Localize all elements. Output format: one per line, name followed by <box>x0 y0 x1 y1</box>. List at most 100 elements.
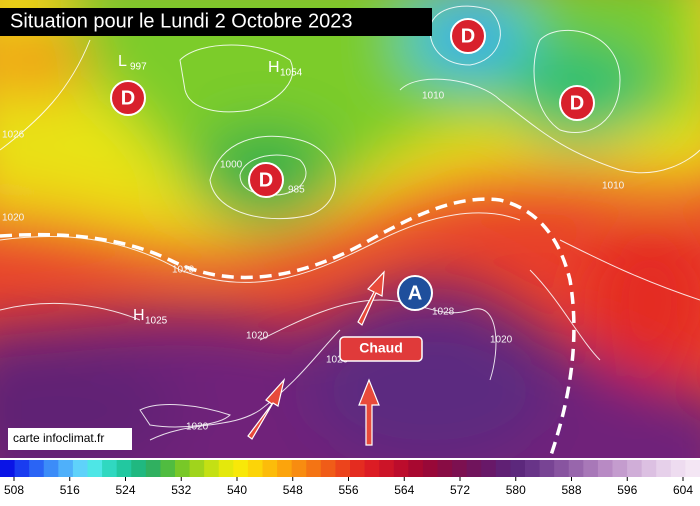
colorbar-swatch <box>0 460 16 477</box>
isobar-label: 1010 <box>602 181 625 192</box>
isobar-label: 1028 <box>432 307 455 318</box>
colorbar-swatch <box>218 460 234 477</box>
isobar-label: 1020 <box>172 265 195 276</box>
colorbar-swatch <box>539 460 555 477</box>
colorbar-swatch <box>612 460 628 477</box>
pressure-center-label: A <box>408 282 422 304</box>
colorbar-swatch <box>627 460 643 477</box>
isobar-label: 985 <box>288 185 305 196</box>
colorbar-swatch <box>422 460 438 477</box>
colorbar-swatch <box>29 460 45 477</box>
colorbar-swatch <box>393 460 409 477</box>
colorbar-swatch <box>189 460 205 477</box>
extremum-letter: H <box>133 307 145 324</box>
colorbar-swatch <box>58 460 74 477</box>
pressure-center-label: D <box>461 25 475 47</box>
colorbar-tick-label: 532 <box>171 483 191 497</box>
colorbar-swatch <box>277 460 293 477</box>
colorbar-swatch <box>291 460 307 477</box>
colorbar-tick-label: 588 <box>561 483 581 497</box>
warm-arrows <box>247 270 385 446</box>
isobar-label: 1026 <box>2 130 25 141</box>
colorbar-swatch <box>87 460 103 477</box>
colorbar-swatch <box>525 460 541 477</box>
colorbar-tick-label: 540 <box>227 483 247 497</box>
colorbar-swatch <box>554 460 570 477</box>
isobar-label: 1020 <box>326 355 349 366</box>
pressure-center-label: D <box>121 87 135 109</box>
colorbar-tick-label: 516 <box>60 483 80 497</box>
pressure-center-marker <box>110 80 146 116</box>
annotation: Chaud <box>359 340 403 356</box>
colorbar-swatch <box>452 460 468 477</box>
isobar-label: 1020 <box>186 422 209 433</box>
colorbar-swatch <box>306 460 322 477</box>
title: Situation pour le Lundi 2 Octobre 2023 <box>10 10 352 32</box>
isobar-label: 1020 <box>246 331 269 342</box>
isobar-label: 1000 <box>220 160 243 171</box>
colorbar-swatch <box>350 460 366 477</box>
extremum-letter: H <box>268 59 280 76</box>
colorbar-swatch <box>656 460 672 477</box>
pressure-center-marker <box>559 85 595 121</box>
colorbar-swatch <box>510 460 526 477</box>
colorbar-swatch <box>247 460 263 477</box>
colorbar-swatch <box>597 460 613 477</box>
colorbar-swatch <box>72 460 88 477</box>
annotation-box <box>339 336 423 362</box>
colorbar-swatch <box>131 460 147 477</box>
extremum-value: 1025 <box>145 316 168 327</box>
colorbar-swatch <box>641 460 657 477</box>
colorbar-swatch <box>116 460 132 477</box>
colorbar-tick-label: 556 <box>338 483 358 497</box>
pressure-center-label: D <box>570 92 584 114</box>
colorbar-tick-label: 508 <box>4 483 24 497</box>
colorbar-tick-label: 564 <box>394 483 414 497</box>
colorbar-swatch <box>437 460 453 477</box>
colorbar-swatch <box>233 460 249 477</box>
colorbar-swatch <box>379 460 395 477</box>
colorbar-swatch <box>583 460 599 477</box>
pressure-center-marker <box>397 275 433 311</box>
colorbar-swatch <box>204 460 220 477</box>
colorbar-swatch <box>160 460 176 477</box>
colorbar-swatch <box>320 460 336 477</box>
colorbar-swatch <box>568 460 584 477</box>
pressure-center-marker <box>248 162 284 198</box>
extremum-value: 1054 <box>280 68 303 79</box>
extremum-letter: L <box>118 53 127 70</box>
colorbar-swatch <box>145 460 161 477</box>
colorbar-swatch <box>262 460 278 477</box>
colorbar-swatch <box>408 460 424 477</box>
colorbar-swatch <box>43 460 59 477</box>
colorbar: 508 516 524 532 540 548 556 564 572 580 588 596 604 <box>0 460 700 497</box>
title-background <box>0 8 432 36</box>
credit: carte infoclimat.fr <box>13 431 104 445</box>
extremum-value: 997 <box>130 62 147 73</box>
colorbar-swatch <box>670 460 686 477</box>
colorbar-swatch <box>466 460 482 477</box>
colorbar-tick-label: 580 <box>506 483 526 497</box>
colorbar-tick-label: 604 <box>673 483 693 497</box>
colorbar-swatch <box>175 460 191 477</box>
credit-background <box>8 428 132 450</box>
colorbar-swatch <box>495 460 511 477</box>
colorbar-tick-label: 596 <box>617 483 637 497</box>
colorbar-swatch <box>102 460 118 477</box>
colorbar-tick-label: 548 <box>283 483 303 497</box>
isobar-label: 1020 <box>490 335 513 346</box>
pressure-center-marker <box>450 18 486 54</box>
colorbar-swatch <box>14 460 30 477</box>
isobar-label: 1010 <box>422 91 445 102</box>
colorbar-swatch <box>685 460 700 477</box>
colorbar-tick-label: 572 <box>450 483 470 497</box>
colorbar-tick-label: 524 <box>115 483 135 497</box>
colorbar-swatch <box>364 460 380 477</box>
colorbar-swatch <box>335 460 351 477</box>
isobar-label: 1020 <box>2 213 25 224</box>
colorbar-swatch <box>481 460 497 477</box>
isobars <box>0 5 700 441</box>
